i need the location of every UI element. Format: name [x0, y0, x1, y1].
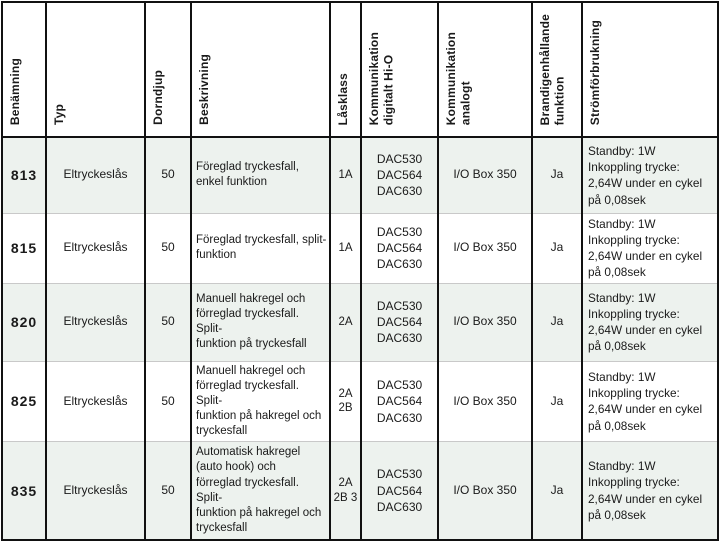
table-row-835: 835 Eltryckeslås 50 Automatisk hakregel … — [1, 441, 719, 540]
cell-lasklass: 2A 2B — [329, 361, 362, 442]
cell-kommunikation-digitalt: DAC530 DAC564 DAC630 — [360, 213, 439, 284]
cell-beskrivning: Manuell hakregel och förreglad tryckesfa… — [190, 283, 331, 362]
cell-lasklass: 1A — [329, 137, 362, 213]
cell-dorndjup: 50 — [144, 213, 192, 284]
cell-dorndjup: 50 — [144, 361, 192, 442]
table-header: Benämning Typ Dorndjup Beskrivning Låskl… — [1, 2, 719, 138]
table-body: 813 Eltryckeslås 50 Föreglad tryckesfall… — [1, 137, 719, 540]
cell-benamning: 825 — [1, 361, 47, 442]
cell-dorndjup: 50 — [144, 137, 192, 213]
table-row-820: 820 Eltryckeslås 50 Manuell hakregel och… — [1, 283, 719, 362]
cell-typ: Eltryckeslås — [45, 361, 146, 442]
cell-stromforbrukning: Standby: 1W Inkoppling trycke: 2,64W und… — [581, 137, 719, 213]
column-header-stromforbrukning-label: Strömförbrukning — [588, 19, 602, 125]
column-header-lasklass-label: Låsklass — [336, 72, 350, 125]
column-header-stromforbrukning: Strömförbrukning — [581, 2, 719, 138]
cell-kommunikation-analogt: I/O Box 350 — [437, 137, 533, 213]
column-header-benamning: Benämning — [1, 2, 47, 138]
cell-benamning: 835 — [1, 441, 47, 540]
cell-brandigenhallande: Ja — [531, 213, 583, 284]
header-row: Benämning Typ Dorndjup Beskrivning Låskl… — [1, 2, 719, 138]
column-header-benamning-label: Benämning — [8, 57, 22, 125]
cell-benamning: 813 — [1, 137, 47, 213]
column-header-kommunikation-analogt-label: Kommunikation analogt — [444, 31, 473, 125]
cell-benamning: 815 — [1, 213, 47, 284]
cell-kommunikation-analogt: I/O Box 350 — [437, 213, 533, 284]
cell-typ: Eltryckeslås — [45, 137, 146, 213]
column-header-dorndjup: Dorndjup — [144, 2, 192, 138]
table-row-825: 825 Eltryckeslås 50 Manuell hakregel och… — [1, 361, 719, 442]
cell-kommunikation-analogt: I/O Box 350 — [437, 283, 533, 362]
column-header-beskrivning: Beskrivning — [190, 2, 331, 138]
cell-stromforbrukning: Standby: 1W Inkoppling trycke: 2,64W und… — [581, 361, 719, 442]
column-header-typ: Typ — [45, 2, 146, 138]
cell-kommunikation-analogt: I/O Box 350 — [437, 441, 533, 540]
cell-beskrivning: Manuell hakregel och förreglad tryckesfa… — [190, 361, 331, 442]
cell-lasklass: 2A 2B 3 — [329, 441, 362, 540]
cell-lasklass: 1A — [329, 213, 362, 284]
column-header-dorndjup-label: Dorndjup — [151, 70, 165, 125]
cell-dorndjup: 50 — [144, 283, 192, 362]
cell-brandigenhallande: Ja — [531, 283, 583, 362]
cell-brandigenhallande: Ja — [531, 137, 583, 213]
column-header-brandigenhallande-label: Brandigenhållande funktion — [538, 13, 567, 125]
cell-kommunikation-digitalt: DAC530 DAC564 DAC630 — [360, 361, 439, 442]
cell-stromforbrukning: Standby: 1W Inkoppling trycke: 2,64W und… — [581, 441, 719, 540]
cell-beskrivning: Automatisk hakregel (auto hook) och förr… — [190, 441, 331, 540]
cell-kommunikation-digitalt: DAC530 DAC564 DAC630 — [360, 137, 439, 213]
table-row-815: 815 Eltryckeslås 50 Föreglad tryckesfall… — [1, 213, 719, 284]
cell-dorndjup: 50 — [144, 441, 192, 540]
cell-typ: Eltryckeslås — [45, 441, 146, 540]
cell-typ: Eltryckeslås — [45, 283, 146, 362]
cell-brandigenhallande: Ja — [531, 361, 583, 442]
cell-brandigenhallande: Ja — [531, 441, 583, 540]
column-header-kommunikation-analogt: Kommunikation analogt — [437, 2, 533, 138]
table-row-813: 813 Eltryckeslås 50 Föreglad tryckesfall… — [1, 137, 719, 213]
column-header-kommunikation-digitalt-label: Kommunikation digitalt Hi-O — [367, 31, 396, 125]
cell-beskrivning: Föreglad tryckesfall, split- funktion — [190, 213, 331, 284]
column-header-typ-label: Typ — [52, 103, 66, 125]
cell-beskrivning: Föreglad tryckesfall, enkel funktion — [190, 137, 331, 213]
cell-stromforbrukning: Standby: 1W Inkoppling trycke: 2,64W und… — [581, 283, 719, 362]
cell-stromforbrukning: Standby: 1W Inkoppling trycke: 2,64W und… — [581, 213, 719, 284]
cell-lasklass: 2A — [329, 283, 362, 362]
column-header-brandigenhallande: Brandigenhållande funktion — [531, 2, 583, 138]
column-header-kommunikation-digitalt: Kommunikation digitalt Hi-O — [360, 2, 439, 138]
cell-kommunikation-analogt: I/O Box 350 — [437, 361, 533, 442]
cell-kommunikation-digitalt: DAC530 DAC564 DAC630 — [360, 283, 439, 362]
cell-benamning: 820 — [1, 283, 47, 362]
column-header-beskrivning-label: Beskrivning — [197, 54, 211, 125]
column-header-lasklass: Låsklass — [329, 2, 362, 138]
cell-typ: Eltryckeslås — [45, 213, 146, 284]
cell-kommunikation-digitalt: DAC530 DAC564 DAC630 — [360, 441, 439, 540]
